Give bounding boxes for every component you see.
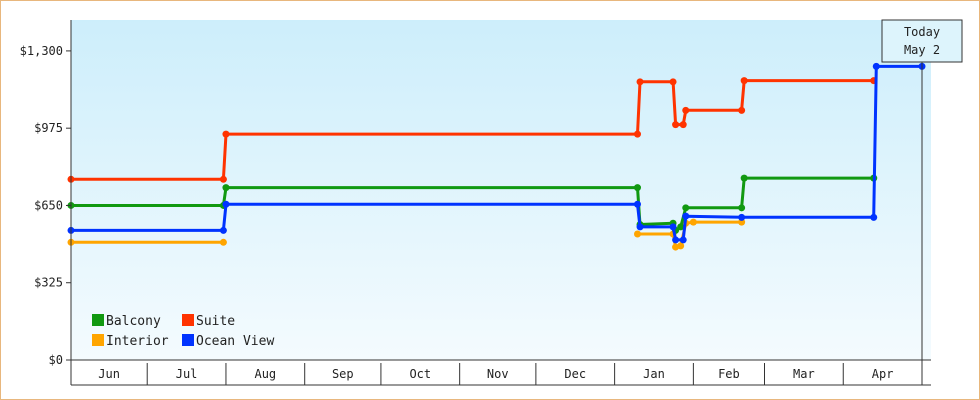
data-point-ocean-view	[870, 213, 878, 221]
data-point-suite	[669, 78, 677, 86]
today-marker: Today May 2	[881, 19, 963, 385]
data-point-ocean-view	[669, 223, 677, 231]
data-point-ocean-view	[633, 200, 641, 208]
series-layer	[67, 41, 933, 251]
data-point-ocean-view	[636, 223, 644, 231]
legend-label-ocean-view: Ocean View	[196, 334, 274, 349]
data-point-balcony	[740, 174, 748, 182]
data-point-balcony	[738, 204, 746, 212]
x-tick-label: Jun	[98, 367, 120, 381]
data-point-ocean-view	[672, 236, 680, 244]
today-box	[881, 19, 963, 63]
data-point-balcony	[682, 204, 690, 212]
data-point-interior	[219, 238, 227, 246]
data-point-interior	[689, 218, 697, 226]
axes-layer: $0 $325 $650 $975 $1,300 Jun Jul Aug Sep Oct Nov De…	[20, 20, 931, 386]
y-tick-label: $1,300	[20, 44, 63, 58]
data-point-interior	[633, 230, 641, 238]
y-tick-label: $650	[34, 198, 63, 212]
x-tick-label: Oct	[409, 367, 431, 381]
x-tick-label: Aug	[254, 367, 276, 381]
legend-label-interior: Interior	[106, 334, 169, 349]
x-tick-label: Dec	[564, 367, 586, 381]
legend: Balcony Suite Interior Ocean View	[92, 314, 274, 349]
data-point-balcony	[633, 184, 641, 192]
y-tick-label: $0	[49, 353, 63, 367]
data-point-balcony	[677, 223, 685, 231]
x-tick-label: Apr	[872, 367, 894, 381]
plot-area	[71, 20, 931, 360]
data-point-suite	[222, 130, 230, 138]
data-point-suite	[219, 175, 227, 183]
legend-label-suite: Suite	[196, 314, 235, 329]
legend-label-balcony: Balcony	[106, 314, 161, 329]
data-point-ocean-view	[738, 213, 746, 221]
x-tick-label: Feb	[718, 367, 740, 381]
y-tick-label: $975	[34, 121, 63, 135]
x-tick-label: Sep	[332, 367, 354, 381]
data-point-suite	[672, 121, 680, 129]
legend-swatch-balcony	[92, 314, 104, 326]
legend-swatch-interior	[92, 334, 104, 346]
series-line-suite	[71, 79, 874, 181]
data-point-ocean-view	[872, 62, 880, 70]
data-point-suite	[738, 106, 746, 114]
data-point-suite	[679, 121, 687, 129]
x-tick-label: Jan	[643, 367, 665, 381]
y-tick-label: $325	[34, 276, 63, 290]
x-tick-label: Jul	[176, 367, 198, 381]
data-point-interior	[677, 242, 685, 250]
legend-swatch-ocean-view	[182, 334, 194, 346]
x-tick-label: Nov	[487, 367, 509, 381]
data-point-suite	[633, 130, 641, 138]
data-point-suite	[682, 106, 690, 114]
legend-swatch-suite	[182, 314, 194, 326]
today-date: May 2	[904, 43, 940, 57]
data-point-balcony	[222, 184, 230, 192]
data-point-ocean-view	[682, 212, 690, 220]
data-point-suite	[636, 78, 644, 86]
data-point-ocean-view	[219, 226, 227, 234]
data-point-ocean-view	[679, 236, 687, 244]
today-label: Today	[904, 25, 940, 39]
data-point-ocean-view	[222, 200, 230, 208]
x-tick-label: Mar	[793, 367, 815, 381]
data-point-suite	[740, 77, 748, 85]
